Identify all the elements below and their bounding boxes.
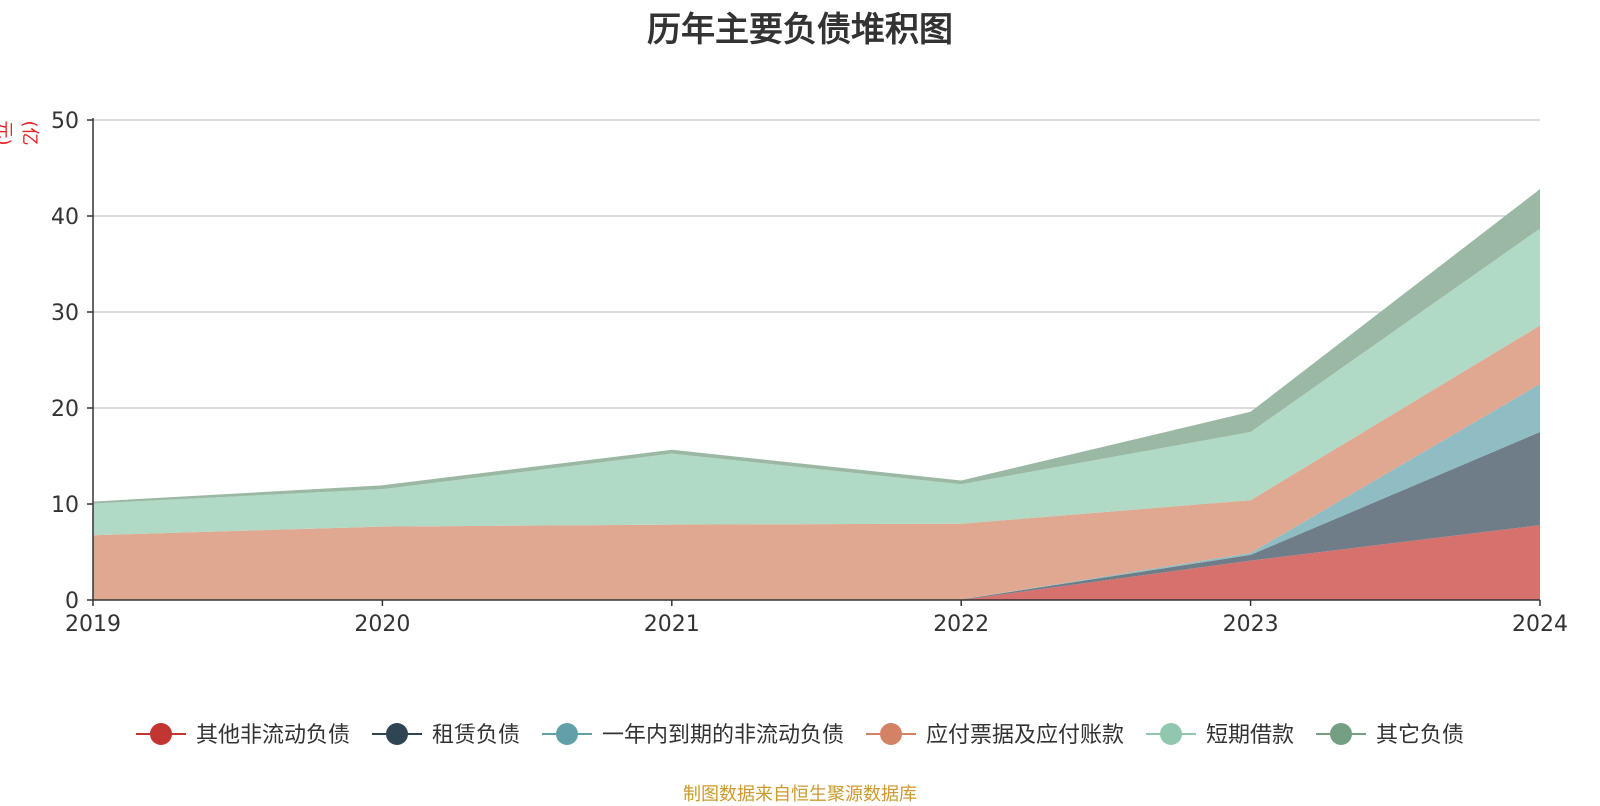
legend-label: 其它负债 bbox=[1376, 723, 1464, 748]
x-tick-label: 2024 bbox=[1512, 612, 1568, 637]
legend-label: 其他非流动负债 bbox=[196, 723, 350, 748]
area-series-其他非流动负债 bbox=[93, 525, 1540, 600]
legend-item[interactable]: 其它负债 bbox=[1316, 723, 1464, 748]
data-source-note: 制图数据来自恒生聚源数据库 bbox=[683, 784, 917, 805]
legend-label: 短期借款 bbox=[1206, 723, 1294, 748]
legend-label: 一年内到期的非流动负债 bbox=[602, 723, 844, 748]
area-series-短期借款 bbox=[93, 228, 1540, 536]
legend-marker bbox=[1330, 723, 1352, 745]
x-tick-label: 2019 bbox=[65, 612, 121, 637]
legend-label: 应付票据及应付账款 bbox=[926, 723, 1124, 748]
legend-marker bbox=[556, 723, 578, 745]
area-series bbox=[93, 189, 1540, 600]
legend-marker bbox=[150, 723, 172, 745]
legend-marker bbox=[880, 723, 902, 745]
y-tick-label: 0 bbox=[65, 589, 79, 614]
legend-marker bbox=[386, 723, 408, 745]
legend-item[interactable]: 租赁负债 bbox=[372, 723, 520, 748]
y-tick-label: 40 bbox=[51, 205, 79, 230]
legend-item[interactable]: 应付票据及应付账款 bbox=[866, 723, 1124, 748]
y-tick-label: 50 bbox=[51, 109, 79, 134]
legend[interactable]: 其他非流动负债 租赁负债 一年内到期的非流动负债 应付票据及应付账款 短期借款 其它负债 bbox=[136, 723, 1464, 748]
legend-item[interactable]: 其他非流动负债 bbox=[136, 723, 350, 748]
x-tick-label: 2023 bbox=[1223, 612, 1279, 637]
chart-title: 历年主要负债堆积图 bbox=[647, 10, 953, 50]
y-tick-label: 10 bbox=[51, 493, 79, 518]
axes: 0 10 20 30 40 50 2019 2020 2021 2022 2023 2024 bbox=[51, 109, 1568, 637]
legend-item[interactable]: 短期借款 bbox=[1146, 723, 1294, 748]
legend-marker bbox=[1160, 723, 1182, 745]
x-tick-label: 2022 bbox=[933, 612, 989, 637]
area-series-应付票据及应付账款 bbox=[93, 325, 1540, 600]
y-tick-label: 20 bbox=[51, 397, 79, 422]
x-tick-label: 2020 bbox=[354, 612, 410, 637]
x-tick-label: 2021 bbox=[644, 612, 700, 637]
legend-label: 租赁负债 bbox=[432, 723, 520, 748]
y-tick-label: 30 bbox=[51, 301, 79, 326]
legend-item[interactable]: 一年内到期的非流动负债 bbox=[542, 723, 844, 748]
